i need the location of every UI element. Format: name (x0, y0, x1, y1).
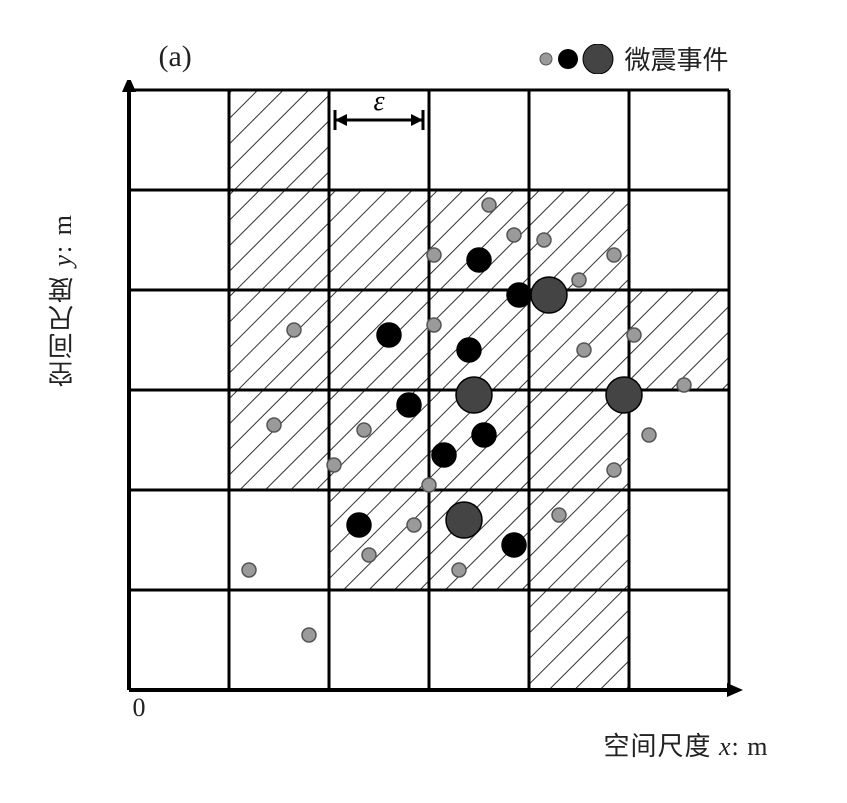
event-point (607, 463, 621, 477)
x-axis-var: x (719, 732, 732, 761)
event-point (531, 277, 567, 313)
epsilon-label: ε (373, 86, 384, 117)
event-point (627, 328, 641, 342)
event-point (347, 513, 371, 537)
event-point (456, 377, 492, 413)
event-point (452, 563, 466, 577)
origin-label: 0 (133, 693, 146, 723)
event-point (427, 318, 441, 332)
y-axis-prefix: 空间尺度 (48, 267, 77, 388)
panel-label: (a) (159, 40, 192, 74)
event-point (677, 378, 691, 392)
event-point (482, 198, 496, 212)
hatched-cell (329, 190, 429, 290)
x-axis-label: 空间尺度 x: m (129, 726, 769, 763)
epsilon-arrow-right-icon (411, 114, 423, 126)
y-axis-unit: : m (48, 213, 77, 253)
figure-container: 空间尺度 y: m (a) 微震事件 ε (44, 40, 804, 763)
legend-marker-svg (536, 44, 616, 74)
hatched-cell (229, 290, 329, 390)
event-point (457, 338, 481, 362)
event-point (362, 548, 376, 562)
event-point (446, 502, 482, 538)
chart-svg: ε (89, 80, 749, 720)
hatched-cell (329, 490, 429, 590)
hatched-cell (529, 490, 629, 590)
event-point (607, 248, 621, 262)
hatched-cell (529, 590, 629, 690)
hatched-cell (629, 290, 729, 390)
event-point (397, 393, 421, 417)
event-point (377, 323, 401, 347)
hatched-cell (229, 90, 329, 190)
event-point (577, 343, 591, 357)
event-point (407, 518, 421, 532)
event-point (507, 228, 521, 242)
top-row: (a) 微震事件 (149, 40, 769, 80)
event-point (432, 443, 456, 467)
event-point (552, 508, 566, 522)
x-axis-arrow-icon (727, 683, 743, 697)
event-point (427, 248, 441, 262)
y-axis-arrow-icon (122, 80, 136, 92)
event-point (537, 233, 551, 247)
plot-area: (a) 微震事件 ε 0 空间尺度 x: m (89, 40, 769, 763)
event-point (327, 458, 341, 472)
event-point (606, 377, 642, 413)
x-axis-unit: : m (732, 732, 769, 761)
hatched-cell (229, 390, 329, 490)
event-point (467, 248, 491, 272)
event-point (287, 323, 301, 337)
event-point (302, 628, 316, 642)
legend-markers (536, 44, 616, 74)
hatched-cell (229, 190, 329, 290)
event-point (422, 478, 436, 492)
event-point (267, 418, 281, 432)
legend: 微震事件 (536, 40, 728, 77)
event-point (502, 533, 526, 557)
event-point (242, 563, 256, 577)
event-point (357, 423, 371, 437)
event-point (507, 283, 531, 307)
x-axis-prefix: 空间尺度 (603, 732, 719, 761)
y-axis-label: 空间尺度 y: m (44, 40, 81, 560)
legend-label: 微震事件 (624, 40, 728, 77)
event-point (572, 273, 586, 287)
y-axis-var: y (48, 253, 77, 267)
event-point (642, 428, 656, 442)
plot-wrapper: 空间尺度 y: m (a) 微震事件 ε (44, 40, 804, 763)
epsilon-arrow-left-icon (335, 114, 347, 126)
event-point (472, 423, 496, 447)
